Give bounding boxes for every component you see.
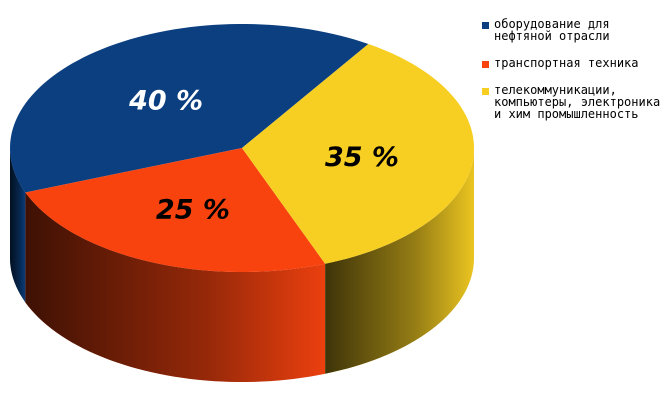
legend-swatch <box>482 88 489 95</box>
legend-swatch <box>482 22 489 29</box>
legend-item: оборудование для нефтяной отрасли <box>478 18 668 42</box>
slice <box>242 44 474 264</box>
data-label: 40 % <box>128 85 203 116</box>
legend-item: телекоммуникации, компьютеры, электроник… <box>478 84 668 120</box>
slice-side-shade <box>10 148 26 303</box>
slice <box>25 148 326 272</box>
legend-label: оборудование для нефтяной отрасли <box>494 17 610 43</box>
slice <box>10 24 369 193</box>
slice-side-shade <box>325 148 474 374</box>
legend-item: транспортная техника <box>478 57 668 69</box>
legend-label: телекоммуникации, компьютеры, электроник… <box>494 83 661 121</box>
legend-swatch <box>482 61 489 68</box>
data-label: 35 % <box>325 142 399 173</box>
slice-side-shade <box>25 192 326 382</box>
legend-label: транспортная техника <box>494 56 639 70</box>
data-label: 25 % <box>156 194 230 225</box>
legend: оборудование для нефтяной отрасли транспо… <box>478 18 668 135</box>
